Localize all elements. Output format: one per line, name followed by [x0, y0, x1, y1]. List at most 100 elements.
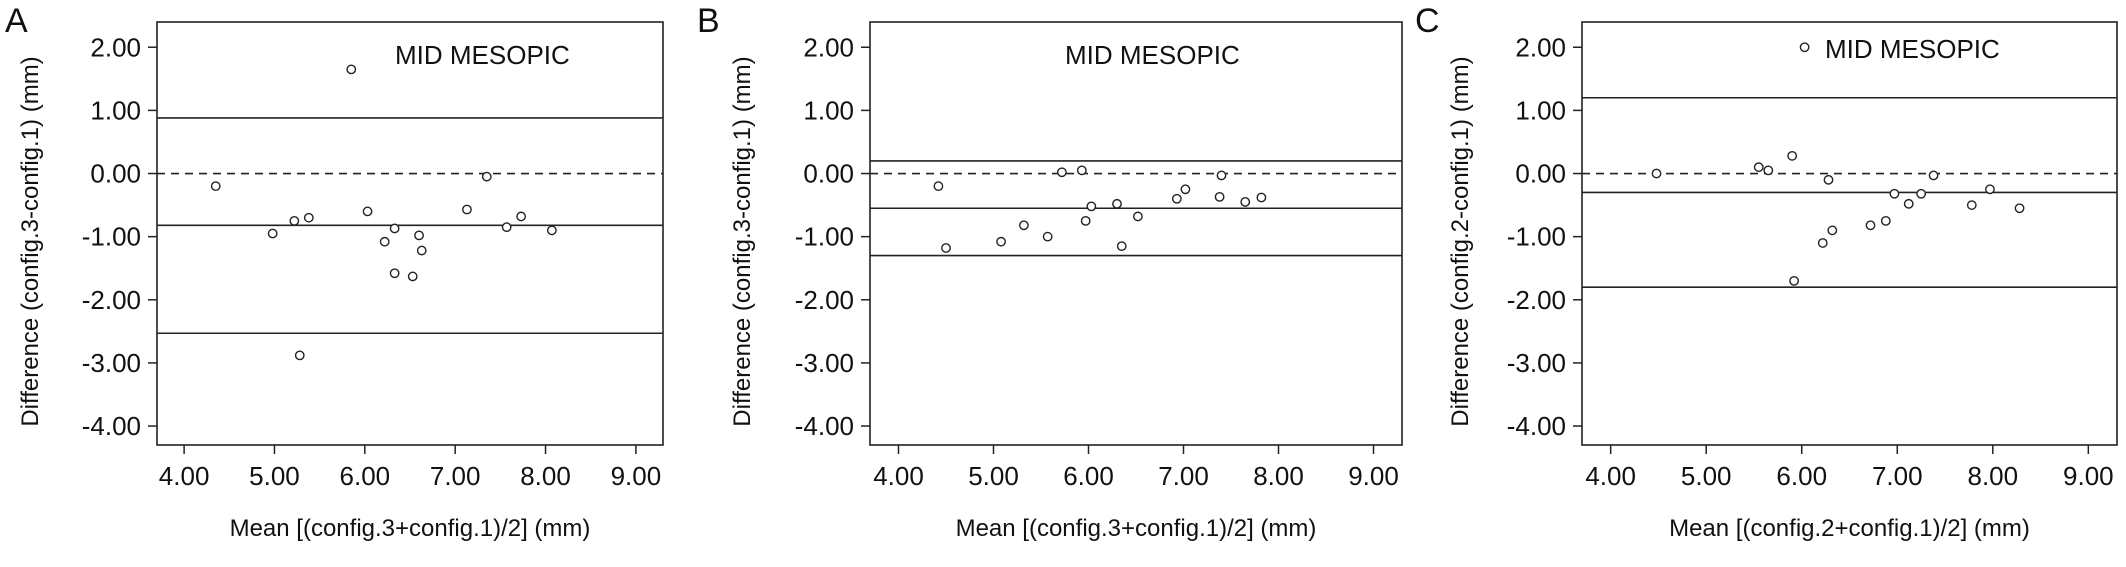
x-axis-title: Mean [(config.2+config.1)/2] (mm) — [1669, 515, 2030, 542]
panel-a: A 2.00 1.00 0.00 -1.00 -2.00 -3.00 -4.00 4.00 5.0… — [5, 2, 664, 542]
x-tick-label: 5.00 — [1681, 461, 1732, 491]
y-axis-title: Difference (config.3-config.1) (mm) — [17, 56, 44, 426]
panel-c: C 2.00 1.00 0.00 -1.00 -2.00 -3.00 -4.00 4.00 5.0… — [1415, 2, 2118, 542]
x-tick-label: 8.00 — [1967, 461, 2018, 491]
panel-b: B 2.00 1.00 0.00 -1.00 -2.00 -3.00 -4.00 4.00 5.0… — [697, 2, 1403, 542]
y-tick-label: 0.00 — [90, 159, 141, 189]
x-axis-title: Mean [(config.3+config.1)/2] (mm) — [956, 515, 1317, 542]
x-tick-label: 6.00 — [1063, 461, 1114, 491]
data-point — [1817, 238, 1828, 248]
y-tick-label: 2.00 — [90, 32, 141, 62]
data-point — [941, 243, 951, 253]
y-tick-label: -3.00 — [1507, 348, 1566, 378]
y-tick-label: -4.00 — [82, 411, 141, 441]
data-point — [1057, 167, 1067, 178]
data-point — [1080, 215, 1091, 226]
x-axis-title: Mean [(config.3+config.1)/2] (mm) — [230, 515, 591, 542]
x-tick-label: 9.00 — [1348, 461, 1399, 491]
data-point — [2014, 203, 2025, 214]
data-point — [481, 171, 492, 182]
data-point — [1086, 201, 1097, 212]
data-point — [1827, 225, 1838, 236]
annotation-label: MID MESOPIC — [1065, 40, 1240, 70]
x-tick-label: 7.00 — [1158, 461, 1209, 491]
data-point — [267, 228, 278, 239]
data-point — [1823, 174, 1834, 185]
y-tick-label: -4.00 — [1507, 411, 1566, 441]
data-point — [1889, 188, 1900, 199]
x-tick-label: 6.00 — [1776, 461, 1827, 491]
y-tick-label: -1.00 — [795, 222, 854, 252]
annotation-label: MID MESOPIC — [395, 40, 570, 70]
y-tick-label: 0.00 — [803, 159, 854, 189]
plot-frame — [869, 21, 1403, 446]
data-point — [210, 181, 221, 192]
data-point — [1916, 188, 1927, 199]
data-point — [1880, 215, 1891, 226]
data-point — [1180, 184, 1191, 195]
data-point — [996, 236, 1006, 247]
data-point — [1865, 220, 1876, 231]
data-point — [1214, 191, 1225, 202]
data-point — [1903, 198, 1914, 209]
data-point — [1256, 192, 1267, 203]
y-tick-label: -3.00 — [82, 348, 141, 378]
data-point — [516, 211, 527, 222]
data-point — [546, 225, 557, 236]
data-point — [1116, 241, 1127, 252]
x-tick-label: 4.00 — [873, 461, 924, 491]
data-point — [1985, 184, 1995, 195]
x-tick-label: 9.00 — [611, 461, 662, 491]
x-tick-label: 9.00 — [2063, 461, 2114, 491]
y-tick-label: 2.00 — [1515, 32, 1566, 62]
data-point — [462, 204, 472, 215]
x-tick-label: 8.00 — [1253, 461, 1304, 491]
data-point — [933, 181, 944, 192]
data-point — [1789, 275, 1799, 286]
data-point — [1216, 170, 1227, 181]
data-point — [362, 206, 373, 217]
data-point — [407, 271, 418, 282]
x-tick-label: 4.00 — [1585, 461, 1636, 491]
data-point — [379, 236, 390, 247]
data-point — [414, 230, 424, 241]
data-point — [1966, 200, 1977, 210]
data-point — [389, 268, 400, 279]
data-point — [294, 350, 305, 361]
annotation-label: MID MESOPIC — [1825, 34, 2000, 64]
data-point — [346, 64, 357, 75]
y-tick-label: -1.00 — [82, 222, 141, 252]
y-tick-label: 1.00 — [1515, 95, 1566, 125]
plot-frame — [156, 21, 664, 446]
panel-letter: B — [697, 2, 720, 40]
panel-letter: A — [5, 2, 28, 40]
y-axis-title: Difference (config.3-config.1) (mm) — [729, 56, 756, 426]
y-tick-label: -2.00 — [795, 285, 854, 315]
data-point — [1171, 193, 1182, 204]
x-tick-label: 8.00 — [520, 461, 571, 491]
x-tick-label: 5.00 — [249, 461, 300, 491]
data-point — [1763, 165, 1774, 176]
data-point — [303, 212, 314, 223]
y-tick-label: 1.00 — [803, 95, 854, 125]
y-tick-label: 1.00 — [90, 95, 141, 125]
panel-letter: C — [1415, 2, 1440, 40]
data-point — [389, 223, 400, 234]
data-point — [416, 245, 427, 256]
data-point — [1112, 198, 1122, 209]
data-point — [1928, 170, 1939, 181]
y-tick-label: 2.00 — [803, 32, 854, 62]
data-point — [1787, 150, 1798, 161]
data-point — [1133, 211, 1143, 222]
y-tick-label: -1.00 — [1507, 222, 1566, 252]
data-point — [1799, 42, 1810, 53]
data-point — [289, 215, 300, 226]
data-point — [501, 222, 512, 233]
data-point — [1651, 168, 1662, 179]
plot-frame — [1581, 21, 2118, 446]
y-axis-title: Difference (config.2-config.1) (mm) — [1447, 56, 1474, 426]
data-point — [1240, 197, 1251, 207]
y-tick-label: 0.00 — [1515, 159, 1566, 189]
y-tick-label: -3.00 — [795, 348, 854, 378]
